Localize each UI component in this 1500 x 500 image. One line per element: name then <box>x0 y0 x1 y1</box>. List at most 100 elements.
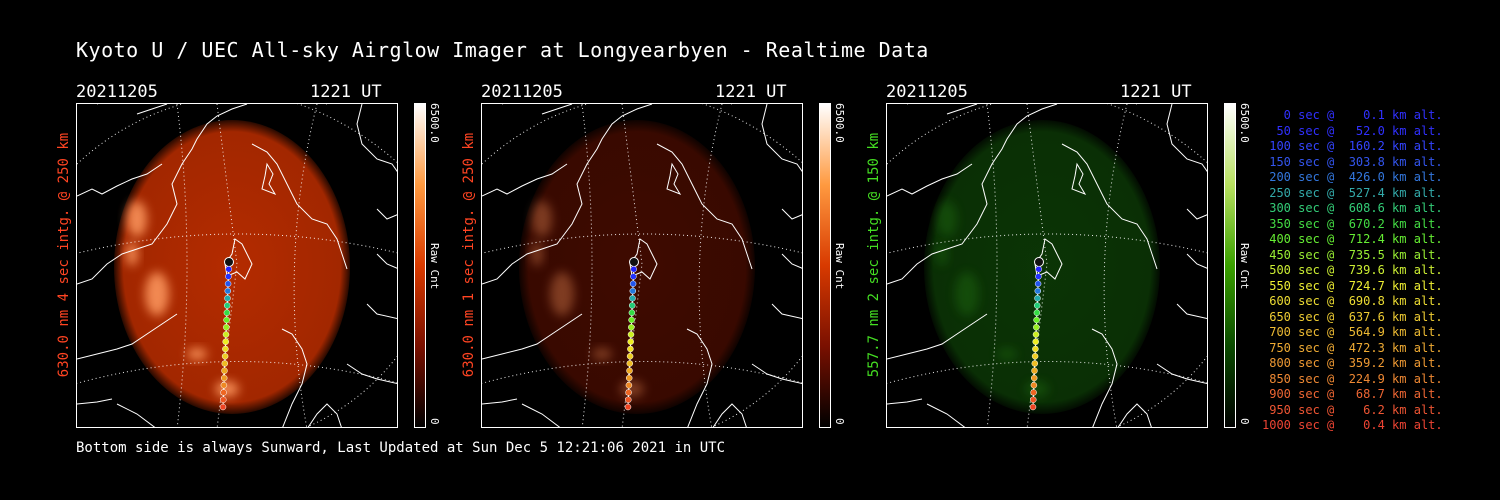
coastline <box>376 208 397 220</box>
legend-row: 600 sec @ 690.8 km alt. <box>1262 294 1443 308</box>
coastline <box>781 208 802 220</box>
graticule-line <box>482 104 732 165</box>
panel-date: 20211205 <box>886 82 968 102</box>
allsky-image-2 <box>481 103 803 428</box>
trajectory-point <box>222 331 230 338</box>
coastline <box>482 104 653 285</box>
colorbar-max: 6500.0 <box>833 103 846 143</box>
legend-row: 0 sec @ 0.1 km alt. <box>1262 108 1443 122</box>
aurora-patch <box>145 272 169 316</box>
trajectory-point <box>220 382 228 389</box>
trajectory-point <box>1031 360 1039 367</box>
legend-row: 150 sec @ 303.8 km alt. <box>1262 154 1443 169</box>
coastline <box>656 143 753 270</box>
panel-date: 20211205 <box>481 82 563 102</box>
panel-vertical-label: 557.7 nm 2 sec intg. @ 150 km <box>866 132 882 378</box>
coastline <box>1186 253 1207 269</box>
legend-row: 200 sec @ 426.0 km alt. <box>1262 170 1443 184</box>
trajectory-point <box>625 382 633 389</box>
allsky-image-svg <box>482 104 802 427</box>
legend-row: 1000 sec @ 0.4 km alt. <box>1262 418 1443 432</box>
coastline <box>366 303 397 320</box>
legend-row: 400 sec @ 712.4 km alt. <box>1262 232 1443 246</box>
coastline <box>482 313 583 360</box>
aurora-patch <box>997 348 1017 360</box>
trajectory-point <box>628 316 635 324</box>
coastline <box>1061 143 1158 270</box>
aurora-patch <box>620 381 644 397</box>
coastline <box>541 104 573 115</box>
trajectory-point <box>1033 302 1041 309</box>
trajectory-point <box>224 257 234 267</box>
colorbar-max: 6500.0 <box>1238 103 1251 143</box>
colorbar <box>1224 103 1236 428</box>
trajectory-point <box>624 403 632 411</box>
coastline <box>751 363 802 385</box>
coastline <box>356 104 397 173</box>
coastline <box>482 398 518 405</box>
allsky-image-svg <box>77 104 397 427</box>
legend-row: 950 sec @ 6.2 km alt. <box>1262 402 1443 417</box>
airglow-disk <box>924 120 1160 414</box>
panel-date: 20211205 <box>76 82 158 102</box>
legend-row: 850 sec @ 224.9 km alt. <box>1262 371 1443 386</box>
colorbar-max: 6500.0 <box>428 103 441 143</box>
trajectory-point <box>628 324 635 331</box>
trajectory-point <box>1033 309 1041 316</box>
trajectory-point <box>627 331 635 338</box>
legend-row: 750 sec @ 472.3 km alt. <box>1262 340 1443 355</box>
aurora-patch <box>1025 381 1049 397</box>
trajectory-legend: 0 sec @ 0.1 km alt. 50 sec @ 52.0 km alt… <box>1262 108 1443 434</box>
trajectory-point <box>1033 324 1040 331</box>
panel-ut: 1221 UT <box>1120 82 1192 102</box>
trajectory-point <box>222 345 229 353</box>
colorbar-unit: Raw Cnt <box>1238 243 1251 290</box>
legend-row: 700 sec @ 564.9 km alt. <box>1262 325 1443 339</box>
coastline <box>761 104 802 173</box>
coastline <box>781 253 802 269</box>
aurora-patch <box>532 201 552 237</box>
trajectory-point <box>224 295 231 302</box>
trajectory-point <box>1032 338 1039 345</box>
trajectory-point <box>1033 316 1040 324</box>
panel-vertical-label: 630.0 nm 4 sec intg. @ 250 km <box>56 132 72 378</box>
graticule-line <box>621 104 643 427</box>
trajectory-point <box>1035 273 1042 280</box>
trajectory-point <box>221 360 229 367</box>
graticule-line <box>887 104 1137 165</box>
coastline <box>887 398 923 405</box>
coastline <box>1176 303 1207 320</box>
aurora-patch <box>550 272 574 316</box>
trajectory-point <box>1034 280 1042 287</box>
aurora-patch <box>936 242 948 266</box>
trajectory-point <box>220 374 228 382</box>
trajectory-point <box>221 367 228 374</box>
allsky-image-1 <box>76 103 398 428</box>
trajectory-point <box>1034 295 1041 302</box>
aurora-patch <box>127 201 147 237</box>
coastline <box>77 313 178 360</box>
airglow-disk <box>114 120 350 414</box>
legend-row: 900 sec @ 68.7 km alt. <box>1262 387 1443 401</box>
coastline <box>136 104 168 115</box>
colorbar-min: 0 <box>428 418 441 425</box>
trajectory-point <box>1029 403 1037 411</box>
aurora-patch <box>937 201 957 237</box>
trajectory-point <box>626 360 634 367</box>
legend-row: 100 sec @ 160.2 km alt. <box>1262 139 1443 153</box>
aurora-patch <box>955 272 979 316</box>
coastline <box>261 162 277 195</box>
trajectory-point <box>220 389 227 396</box>
coastline <box>1156 363 1207 385</box>
coastline <box>77 398 113 405</box>
legend-row: 500 sec @ 739.6 km alt. <box>1262 263 1443 277</box>
coastline <box>116 403 156 427</box>
trajectory-point <box>220 396 227 403</box>
colorbar-unit: Raw Cnt <box>428 243 441 290</box>
coastline <box>887 313 988 360</box>
coastline <box>77 163 163 197</box>
trajectory-point <box>1034 257 1044 267</box>
trajectory-point <box>222 338 229 345</box>
panel-ut: 1221 UT <box>310 82 382 102</box>
trajectory-point <box>625 396 632 403</box>
